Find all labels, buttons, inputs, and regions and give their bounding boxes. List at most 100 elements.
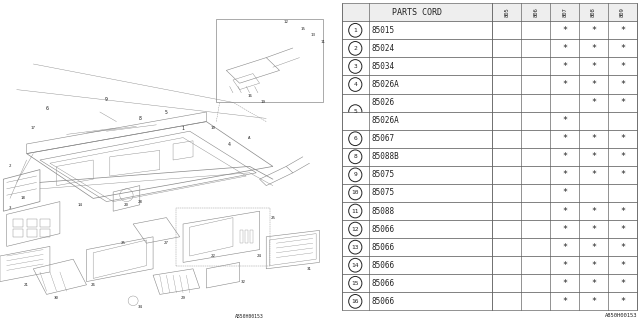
Text: 32: 32 [241,280,246,284]
Text: *: * [620,297,625,306]
Text: 16: 16 [247,94,252,98]
Text: *: * [591,206,596,215]
Text: *: * [591,62,596,71]
Text: *: * [562,170,567,180]
Text: 6: 6 [45,106,48,111]
Text: 85075: 85075 [372,170,395,180]
Text: 29: 29 [180,296,186,300]
Text: *: * [620,261,625,270]
Text: 2: 2 [353,46,357,51]
Text: 9: 9 [353,172,357,177]
Text: *: * [562,80,567,89]
Text: 4: 4 [228,141,231,147]
Text: *: * [620,62,625,71]
Text: 85015: 85015 [372,26,395,35]
Text: 20: 20 [124,203,129,207]
Text: *: * [620,225,625,234]
Text: *: * [562,297,567,306]
Text: A850H00153: A850H00153 [604,313,637,318]
Text: *: * [620,206,625,215]
Text: 5: 5 [165,109,168,115]
Bar [342,93,637,112]
Text: *: * [591,243,596,252]
Text: 806: 806 [533,7,538,17]
Bar [342,3,637,21]
Text: 85026: 85026 [372,98,395,107]
Text: *: * [591,279,596,288]
Text: 10: 10 [351,190,359,196]
Text: 5: 5 [353,109,357,114]
Text: 808: 808 [591,7,596,17]
Text: 2: 2 [9,164,12,168]
Text: *: * [620,152,625,161]
Text: 27: 27 [164,241,169,245]
Text: *: * [620,243,625,252]
Text: 13: 13 [351,245,359,250]
Text: 34: 34 [137,305,142,309]
Bar [342,202,637,220]
Text: 30: 30 [54,296,59,300]
Text: *: * [620,279,625,288]
Text: *: * [591,134,596,143]
Text: 85075: 85075 [372,188,395,197]
Bar [40,219,50,227]
Text: *: * [591,152,596,161]
Text: *: * [562,116,567,125]
Text: *: * [591,26,596,35]
Text: *: * [562,134,567,143]
Text: 15: 15 [351,281,359,286]
Bar [342,21,637,39]
Text: *: * [562,261,567,270]
Text: *: * [562,279,567,288]
Text: 85066: 85066 [372,261,395,270]
Text: *: * [620,98,625,107]
Text: 85088B: 85088B [372,152,399,161]
Bar [177,208,269,266]
Text: *: * [562,62,567,71]
Bar [216,19,323,102]
Text: 85026A: 85026A [372,80,399,89]
Text: *: * [591,297,596,306]
Text: 14: 14 [77,203,83,207]
Bar [40,229,50,237]
Bar [342,274,637,292]
Text: 85088: 85088 [372,206,395,215]
Text: *: * [591,98,596,107]
Bar [342,166,637,184]
Text: 10: 10 [211,126,216,130]
Text: 85034: 85034 [372,62,395,71]
Bar [342,39,637,57]
Text: 16: 16 [351,299,359,304]
Text: *: * [591,225,596,234]
Text: 24: 24 [257,254,262,258]
Bar [250,230,253,243]
Bar [239,230,243,243]
Text: 25: 25 [270,216,275,220]
Bar [342,76,637,93]
Text: 21: 21 [24,283,29,287]
Text: 85066: 85066 [372,225,395,234]
Text: 3: 3 [9,206,12,210]
Bar [13,219,23,227]
Text: *: * [591,80,596,89]
Text: 85067: 85067 [372,134,395,143]
Text: 31: 31 [307,267,312,271]
Text: 12: 12 [284,20,289,24]
Text: *: * [620,80,625,89]
Text: 18: 18 [20,196,26,200]
Bar [342,238,637,256]
Text: 13: 13 [310,33,316,37]
Text: 85066: 85066 [372,243,395,252]
Text: *: * [562,26,567,35]
Bar [342,292,637,310]
Text: *: * [591,170,596,180]
Text: *: * [562,44,567,53]
Text: 14: 14 [351,263,359,268]
Text: 85066: 85066 [372,279,395,288]
Bar [13,229,23,237]
Text: *: * [562,152,567,161]
Text: 809: 809 [620,7,625,17]
Bar [27,229,36,237]
Text: 85026A: 85026A [372,116,399,125]
Bar [27,219,36,227]
